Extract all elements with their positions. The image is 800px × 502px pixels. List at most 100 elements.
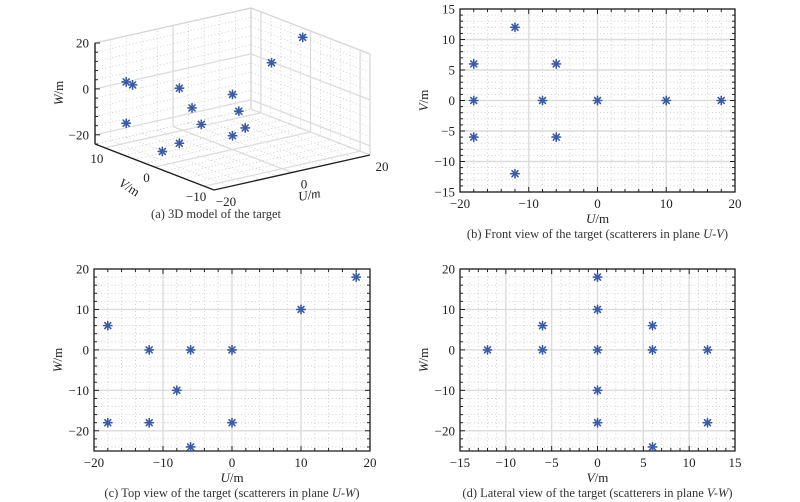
box-edge <box>94 7 252 44</box>
y-tick-label: −10 <box>435 154 455 169</box>
minor-gridline <box>94 44 252 81</box>
marker-center <box>189 348 193 352</box>
data-point <box>537 320 548 331</box>
data-point <box>592 385 603 396</box>
data-point <box>537 95 548 106</box>
panel-caption: (a) 3D model of the target <box>151 207 281 221</box>
marker-center <box>130 83 135 87</box>
data-point <box>702 344 713 355</box>
data-point <box>468 58 479 69</box>
data-point <box>297 32 308 43</box>
data-point <box>702 417 713 428</box>
minor-gridline <box>94 71 252 108</box>
y-axis-label: V/m <box>416 90 431 112</box>
marker-center <box>175 388 179 392</box>
major-gridline <box>104 112 262 149</box>
data-points <box>468 22 727 179</box>
y-tick-label: 0 <box>83 342 90 357</box>
marker-center <box>554 135 558 139</box>
minor-gridline <box>94 16 252 53</box>
data-point <box>510 168 520 179</box>
w-axis-label: W/m <box>51 81 66 106</box>
y-tick-label: 20 <box>442 262 455 277</box>
marker-center <box>230 348 234 352</box>
minor-gridline <box>94 62 252 99</box>
marker-center <box>650 348 655 352</box>
marker-center <box>301 35 305 39</box>
minor-gridline <box>250 16 371 64</box>
major-gridline <box>203 150 361 187</box>
y-axis-label: W/m <box>50 348 65 373</box>
marker-center <box>513 25 517 29</box>
u-tick-label: −20 <box>216 194 236 209</box>
y-tick-label: 10 <box>442 302 455 317</box>
marker-center <box>513 172 517 176</box>
x-tick-label: 5 <box>640 455 647 470</box>
y-tick-label: −20 <box>435 423 455 438</box>
marker-center <box>595 275 600 279</box>
marker-center <box>124 80 128 84</box>
data-point <box>174 83 185 94</box>
data-point <box>102 417 113 428</box>
marker-center <box>595 98 600 103</box>
x-axis-label: U/m <box>586 211 609 226</box>
minor-gridline <box>250 35 371 82</box>
data-point <box>171 385 182 396</box>
marker-center <box>190 106 194 110</box>
marker-center <box>354 275 358 279</box>
y-tick-label: −5 <box>441 124 455 139</box>
marker-center <box>269 61 274 65</box>
data-point <box>537 344 548 355</box>
data-point <box>661 95 672 106</box>
u-tick-label: 20 <box>376 159 389 174</box>
y-tick-label: 20 <box>76 262 89 277</box>
data-point <box>296 304 306 315</box>
marker-center <box>595 421 600 425</box>
plot-frame <box>459 268 736 452</box>
data-point <box>266 57 277 68</box>
y-tick-label: 10 <box>442 32 455 47</box>
x-tick-label: −20 <box>84 455 104 470</box>
marker-center <box>719 98 723 103</box>
data-point <box>185 441 196 452</box>
marker-center <box>243 126 247 130</box>
marker-center <box>177 141 181 145</box>
marker-center <box>595 307 600 312</box>
marker-center <box>664 98 668 103</box>
panel-front-view: −20 −10 0 10 20 −15 −10 −5 0 5 10 15 U/m V/m (b) Front… <box>416 2 742 242</box>
marker-center <box>705 348 710 352</box>
minor-gridline <box>94 26 252 62</box>
data-point <box>592 344 603 355</box>
data-point <box>716 95 727 106</box>
x-tick-label: −5 <box>545 455 559 470</box>
data-point <box>227 344 237 355</box>
data-point <box>482 344 493 355</box>
data-point <box>647 344 658 355</box>
marker-center <box>472 135 476 139</box>
marker-center <box>554 62 558 66</box>
data-point <box>592 272 603 283</box>
marker-center <box>650 445 655 449</box>
v-tick-label: 10 <box>90 151 103 166</box>
marker-center <box>705 421 710 425</box>
marker-center <box>540 98 545 103</box>
u-tick-label: 0 <box>301 177 308 192</box>
major-gridline <box>94 53 252 90</box>
w-tick-label: 20 <box>76 36 89 51</box>
x-tick-label: −20 <box>450 196 470 211</box>
marker-center <box>124 121 128 125</box>
marker-center <box>106 324 110 328</box>
v-axis-line <box>94 143 215 191</box>
x-tick-label: 0 <box>229 455 236 470</box>
minor-gridline <box>250 90 371 137</box>
minor-gridline <box>184 143 341 179</box>
marker-center <box>472 62 476 66</box>
x-tick-label: 10 <box>295 455 308 470</box>
major-gridline <box>94 99 252 136</box>
y-tick-label: 5 <box>449 63 456 78</box>
data-point <box>187 102 198 113</box>
data-point <box>144 417 155 428</box>
data-point <box>551 58 562 69</box>
data-points <box>482 272 713 452</box>
data-point <box>551 132 562 143</box>
